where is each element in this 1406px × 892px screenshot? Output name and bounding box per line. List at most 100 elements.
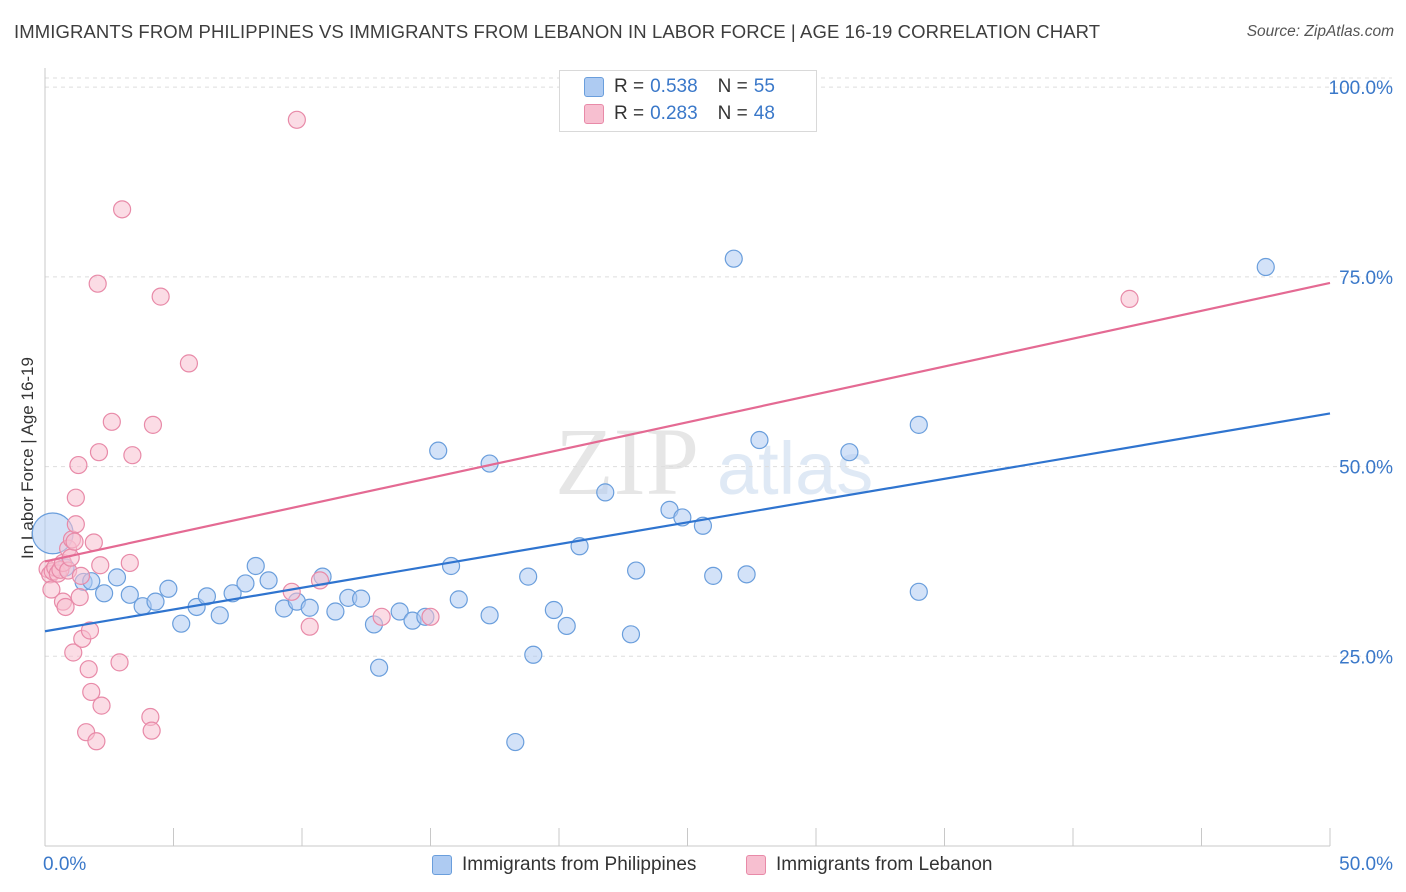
lebanon-point bbox=[84, 533, 103, 552]
philippines-point bbox=[390, 602, 409, 621]
lebanon-point bbox=[89, 443, 109, 462]
philippines-point bbox=[120, 585, 139, 604]
philippines-point bbox=[352, 589, 371, 608]
r-value: 0.538 bbox=[650, 76, 698, 97]
philippines-point bbox=[146, 592, 165, 611]
x-tick-label: 50.0% bbox=[1339, 854, 1393, 875]
philippines-point bbox=[210, 606, 229, 625]
source-credit: Source: ZipAtlas.com bbox=[1246, 23, 1394, 40]
philippines-point bbox=[107, 568, 127, 587]
legend-row-lebanon: R = 0.283 N = 48 bbox=[584, 103, 775, 125]
lebanon-point bbox=[179, 354, 199, 373]
y-tick-labels: 25.0% 50.0% 75.0% 100.0% bbox=[1329, 78, 1394, 668]
lebanon-point bbox=[91, 556, 110, 575]
lebanon-points bbox=[38, 110, 1139, 751]
x-tick-label: 0.0% bbox=[43, 854, 86, 875]
n-value: 48 bbox=[753, 103, 775, 124]
correlation-legend: R = 0.538 N = 55 R = 0.283 N = 48 bbox=[559, 70, 817, 132]
lebanon-point bbox=[65, 532, 84, 551]
philippines-point bbox=[724, 249, 743, 268]
lebanon-point bbox=[151, 287, 170, 306]
philippines-point bbox=[704, 566, 723, 585]
trendlines bbox=[44, 281, 1331, 633]
lebanon-point bbox=[143, 415, 163, 434]
x-tick-labels: 0.0% 50.0% bbox=[43, 854, 1393, 875]
lebanon-point bbox=[56, 597, 75, 617]
lebanon-point bbox=[102, 412, 121, 431]
n-label: N = bbox=[717, 103, 748, 124]
lebanon-point bbox=[79, 660, 98, 679]
lebanon-swatch bbox=[746, 855, 766, 875]
philippines-point bbox=[480, 606, 499, 625]
y-tick-label: 100.0% bbox=[1329, 78, 1394, 99]
philippines-point bbox=[519, 567, 538, 586]
n-label: N = bbox=[717, 76, 748, 97]
lebanon-point bbox=[142, 721, 161, 740]
philippines-point bbox=[506, 732, 525, 752]
lebanon-trendline bbox=[44, 281, 1331, 563]
philippines-point bbox=[737, 565, 756, 584]
bottom-legend-philippines: Immigrants from Philippines bbox=[432, 852, 696, 878]
philippines-point bbox=[750, 430, 769, 450]
philippines-point bbox=[544, 600, 563, 620]
philippines-point bbox=[909, 415, 928, 434]
legend-row-philippines: R = 0.538 N = 55 bbox=[584, 76, 775, 98]
lebanon-swatch bbox=[584, 104, 604, 124]
lebanon-point bbox=[421, 607, 440, 626]
watermark-atlas: atlas bbox=[717, 427, 873, 510]
lebanon-point bbox=[70, 588, 89, 607]
philippines-legend-label: Immigrants from Philippines bbox=[462, 854, 697, 875]
philippines-point bbox=[159, 579, 178, 598]
philippines-point bbox=[223, 584, 242, 603]
lebanon-point bbox=[64, 643, 83, 662]
lebanon-point bbox=[287, 110, 306, 129]
r-label: R = bbox=[614, 76, 645, 97]
philippines-point bbox=[524, 645, 543, 664]
r-label: R = bbox=[614, 103, 645, 124]
philippines-point bbox=[246, 556, 265, 576]
lebanon-point bbox=[120, 553, 139, 573]
lebanon-point bbox=[87, 732, 106, 751]
y-tick-label: 75.0% bbox=[1339, 268, 1393, 289]
lebanon-point bbox=[112, 200, 132, 219]
philippines-point bbox=[441, 556, 461, 576]
philippines-point bbox=[236, 574, 255, 593]
philippines-point bbox=[449, 590, 468, 609]
lebanon-point bbox=[372, 607, 391, 626]
philippines-point bbox=[95, 584, 114, 603]
y-tick-label: 25.0% bbox=[1339, 647, 1393, 668]
philippines-point bbox=[429, 441, 448, 460]
lebanon-point bbox=[42, 580, 61, 599]
philippines-point bbox=[259, 571, 278, 590]
lebanon-point bbox=[71, 566, 91, 585]
lebanon-point bbox=[92, 696, 111, 715]
lebanon-point bbox=[88, 274, 107, 293]
bottom-legend-lebanon: Immigrants from Lebanon bbox=[746, 852, 993, 878]
lebanon-point bbox=[110, 653, 129, 672]
lebanon-point bbox=[300, 617, 319, 636]
philippines-trendline bbox=[44, 412, 1331, 633]
philippines-point bbox=[840, 443, 859, 462]
philippines-point bbox=[596, 483, 615, 502]
n-value: 55 bbox=[753, 76, 775, 97]
lebanon-point bbox=[1120, 289, 1139, 308]
philippines-point bbox=[1256, 257, 1275, 277]
philippines-point bbox=[172, 614, 191, 633]
lebanon-point bbox=[66, 515, 85, 534]
chart-title: IMMIGRANTS FROM PHILIPPINES VS IMMIGRANT… bbox=[14, 21, 1101, 42]
philippines-point bbox=[370, 658, 389, 677]
philippines-point bbox=[326, 602, 345, 621]
philippines-swatch bbox=[584, 77, 604, 97]
lebanon-point bbox=[80, 621, 100, 640]
philippines-point bbox=[621, 625, 641, 644]
lebanon-point bbox=[66, 488, 85, 507]
axes bbox=[44, 68, 1331, 847]
lebanon-point bbox=[123, 446, 142, 465]
philippines-point bbox=[300, 598, 319, 617]
lebanon-point bbox=[282, 582, 301, 601]
lebanon-point bbox=[82, 682, 101, 702]
philippines-point bbox=[557, 616, 576, 636]
philippines-point bbox=[626, 561, 646, 580]
philippines-point bbox=[909, 582, 928, 601]
